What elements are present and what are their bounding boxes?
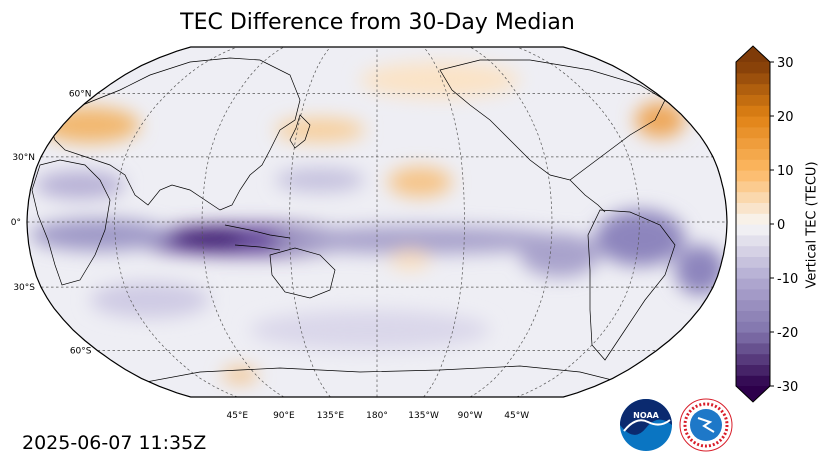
anomaly-blob [390, 250, 430, 270]
colorbar-tick-label: 10 [777, 164, 794, 179]
colorbar-bin [736, 159, 770, 171]
colorbar-bin [736, 224, 770, 236]
anomaly-blob [275, 118, 365, 142]
colorbar-bin [736, 299, 770, 311]
colorbar-bin [736, 342, 770, 355]
colorbar-bin [736, 180, 770, 193]
coastline [224, 224, 291, 251]
coastline [289, 114, 311, 149]
coastline [639, 49, 701, 86]
coastline [31, 159, 111, 286]
coastline [569, 179, 606, 213]
anomaly-blob [595, 210, 685, 266]
colorbar-bin [736, 364, 770, 376]
colorbar-extend-max [736, 46, 770, 62]
colorbar-bin [736, 94, 770, 106]
colorbar-tick-label: -10 [777, 272, 798, 287]
coastline [47, 57, 301, 211]
latitude-label: 60°N [69, 89, 92, 99]
colorbar-bin [736, 288, 770, 301]
colorbar-bin [736, 321, 770, 333]
colorbar-bin [736, 105, 770, 117]
anomaly-blob [520, 233, 600, 277]
colorbar-bin [736, 62, 770, 74]
colorbar: 30 20 10 0 -10 -20 -30 [735, 45, 798, 403]
anomaly-blob [30, 219, 170, 251]
timestamp: 2025-06-07 11:35Z [22, 432, 207, 454]
colorbar-bin [736, 213, 770, 225]
noaa-logo: NOAA [620, 399, 672, 451]
colorbar-tick-label: -30 [777, 380, 798, 395]
anomaly-blob [360, 62, 520, 98]
chart-title: TEC Difference from 30-Day Median [180, 10, 575, 35]
anomaly-blob [90, 282, 210, 318]
colorbar-bin [736, 278, 770, 290]
anomaly-blob [250, 310, 490, 350]
anomaly-blob [675, 245, 725, 295]
latitude-label: 30°S [13, 283, 35, 293]
colorbar-bin [736, 170, 770, 182]
longitude-label: 90°E [273, 411, 295, 421]
anomaly-blob [635, 102, 685, 138]
agency-logos: NOAA [620, 398, 733, 452]
colorbar-bin [736, 137, 770, 149]
meridian-line [201, 47, 285, 397]
latitude-label: 30°N [12, 153, 35, 163]
coastline [129, 365, 621, 386]
longitude-label: 135°W [408, 411, 439, 421]
colorbar-bin [736, 83, 770, 95]
anomaly-blob [35, 171, 125, 199]
meridian-line [516, 47, 640, 397]
colorbar-bin [736, 310, 770, 322]
tec-anomaly-field [30, 62, 725, 383]
coastline [587, 209, 676, 361]
colorbar-bin [736, 72, 770, 85]
coastline [439, 59, 666, 181]
anomaly-blob [175, 228, 245, 248]
colorbar-bin [736, 256, 770, 268]
longitude-label: 90°W [458, 411, 483, 421]
anomaly-blob [275, 168, 365, 192]
anomaly-blob [388, 167, 452, 197]
nws-logo [679, 398, 733, 452]
longitude-label: 45°W [504, 411, 529, 421]
colorbar-bin [736, 353, 770, 365]
map-outline [26, 46, 728, 398]
anomaly-blob [40, 107, 140, 143]
meridian-line [114, 47, 238, 397]
colorbar-bin [736, 375, 770, 387]
anomaly-blob [270, 226, 570, 254]
coastline [269, 247, 336, 299]
colorbar-tick-label: -20 [777, 326, 798, 341]
coastlines [31, 49, 701, 386]
longitude-label: 180° [366, 411, 388, 421]
colorbar-bin [736, 191, 770, 203]
colorbar-bin [736, 267, 770, 279]
colorbar-tick-label: 0 [777, 218, 785, 233]
colorbar-bin [736, 116, 770, 128]
colorbar-bin [736, 332, 770, 344]
latitude-label: 60°S [70, 347, 92, 357]
longitude-label: 45°E [226, 411, 248, 421]
colorbar-extend-min [736, 386, 770, 402]
colorbar-bin [736, 126, 770, 139]
colorbar-bin [736, 245, 770, 257]
meridian-line [289, 47, 331, 397]
colorbar-bin [736, 234, 770, 247]
colorbar-label: Vertical TEC (TECU) [804, 161, 820, 289]
longitude-label: 135°E [317, 411, 345, 421]
noaa-logo-text: NOAA [633, 411, 659, 420]
anomaly-blob [222, 367, 258, 383]
meridian-line [469, 47, 553, 397]
colorbar-tick-label: 20 [777, 110, 794, 125]
colorbar-tick-label: 30 [777, 56, 794, 71]
colorbar-bin [736, 202, 770, 214]
colorbar-bin [736, 148, 770, 160]
meridian-line [423, 47, 465, 397]
latitude-label: 0° [11, 218, 21, 228]
